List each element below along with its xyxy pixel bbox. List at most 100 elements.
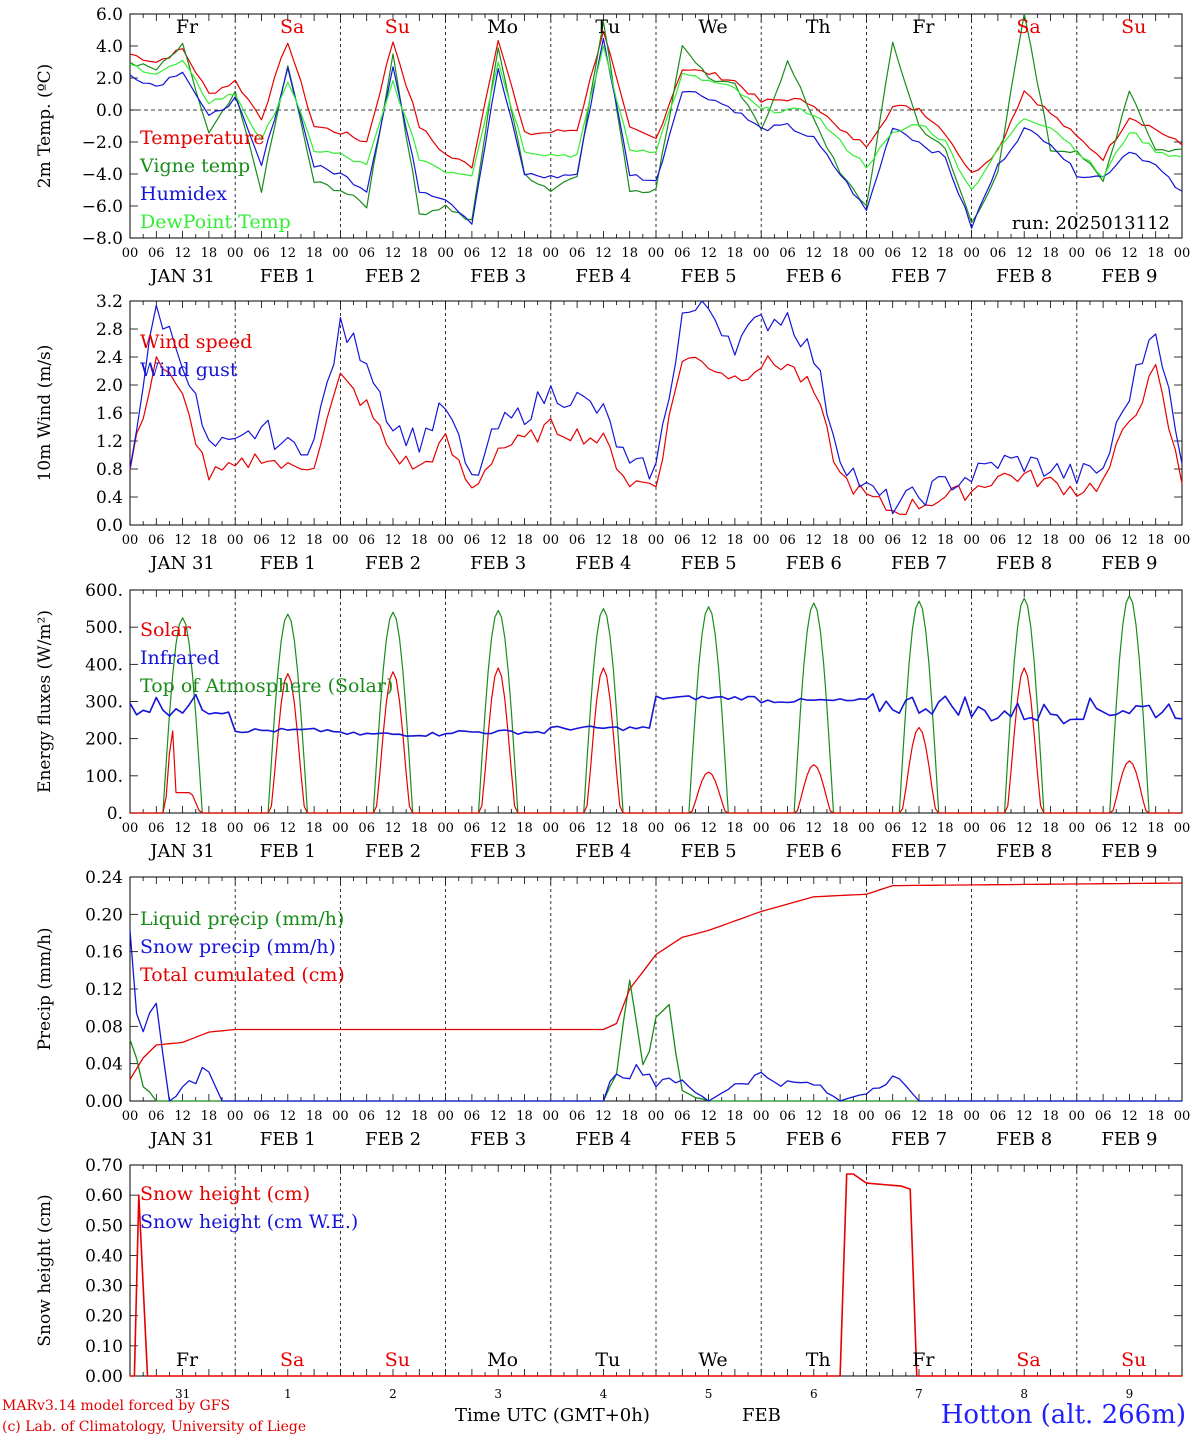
hour-tick-label: 00 — [963, 821, 980, 836]
day-name: Sa — [1016, 1349, 1040, 1371]
hour-tick-label: 06 — [1095, 246, 1112, 261]
hour-tick-label: 18 — [621, 533, 638, 548]
panel-5: 0.00 0.10 0.20 0.30 0.40 0.50 0.60 0.70 Snow hei… — [35, 1156, 1183, 1401]
panel-1: −8.0 −6.0 −4.0 −2.0 0.0 2.0 4.0 6.0 2m Temp. (ºC… — [35, 5, 1190, 287]
y-tick-label: 2.8 — [96, 320, 123, 340]
date-label: FEB 3 — [470, 1129, 526, 1150]
hour-tick-label: 06 — [674, 533, 691, 548]
bottom-date-label: 5 — [705, 1387, 713, 1401]
hour-tick-label: 06 — [253, 821, 270, 836]
date-label: FEB 7 — [891, 841, 947, 862]
day-name: Tu — [595, 16, 620, 38]
legend-entry: Top of Atmosphere (Solar) — [140, 675, 393, 697]
day-name: Sa — [280, 1349, 304, 1371]
hour-tick-label: 00 — [122, 1109, 139, 1124]
hour-tick-label: 18 — [201, 1109, 218, 1124]
hour-tick-label: 12 — [385, 821, 402, 836]
hour-tick-label: 12 — [595, 821, 612, 836]
hour-tick-label: 12 — [1016, 821, 1033, 836]
hour-tick-label: 18 — [201, 246, 218, 261]
hour-tick-label: 06 — [884, 246, 901, 261]
hour-tick-label: 18 — [1042, 1109, 1059, 1124]
y-tick-label: 0.4 — [96, 488, 123, 508]
hour-tick-label: 12 — [280, 1109, 297, 1124]
hour-tick-label: 00 — [543, 533, 560, 548]
hour-tick-label: 12 — [1121, 821, 1138, 836]
hour-tick-label: 12 — [806, 533, 823, 548]
hour-tick-label: 06 — [779, 821, 796, 836]
hour-tick-label: 06 — [253, 1109, 270, 1124]
hour-tick-label: 12 — [490, 533, 507, 548]
day-name: Th — [806, 1349, 831, 1371]
bottom-date-label: 31 — [175, 1387, 190, 1401]
hour-tick-label: 06 — [358, 246, 375, 261]
hour-tick-label: 00 — [858, 821, 875, 836]
date-label: JAN 31 — [148, 1129, 215, 1150]
y-tick-label: 0.00 — [85, 1367, 123, 1387]
legend-entry: Snow height (cm) — [140, 1183, 310, 1205]
y-axis-label: Energy fluxes (W/m²) — [35, 610, 55, 793]
y-tick-label: 0.16 — [85, 943, 123, 963]
hour-tick-label: 18 — [727, 821, 744, 836]
hour-tick-label: 12 — [806, 246, 823, 261]
hour-tick-label: 06 — [674, 246, 691, 261]
bottom-date-label: 8 — [1020, 1387, 1028, 1401]
date-label: FEB 9 — [1101, 841, 1157, 862]
date-label: FEB 4 — [575, 266, 631, 287]
day-name: Tu — [595, 1349, 620, 1371]
hour-tick-label: 12 — [911, 821, 928, 836]
y-tick-label: 100. — [85, 767, 123, 787]
day-name: Fr — [176, 16, 199, 38]
hour-tick-label: 00 — [227, 821, 244, 836]
date-label: FEB 3 — [470, 266, 526, 287]
hour-tick-label: 06 — [1095, 533, 1112, 548]
date-label: FEB 6 — [786, 266, 842, 287]
date-label: FEB 8 — [996, 553, 1052, 574]
date-label: FEB 3 — [470, 553, 526, 574]
series-line — [130, 667, 1182, 814]
date-label: FEB 9 — [1101, 266, 1157, 287]
date-label: JAN 31 — [148, 553, 215, 574]
hour-tick-label: 00 — [543, 246, 560, 261]
y-tick-label: 0.08 — [85, 1017, 123, 1037]
plot-frame — [129, 300, 1183, 526]
hour-tick-label: 00 — [648, 1109, 665, 1124]
hour-tick-label: 00 — [963, 1109, 980, 1124]
day-name: Mo — [487, 16, 518, 38]
hour-tick-label: 06 — [884, 821, 901, 836]
bottom-date-label: 3 — [494, 1387, 502, 1401]
hour-tick-label: 00 — [332, 246, 349, 261]
y-tick-label: 1.2 — [96, 432, 123, 452]
hour-tick-label: 12 — [700, 246, 717, 261]
series-line — [129, 355, 1183, 516]
hour-tick-label: 00 — [437, 246, 454, 261]
y-tick-label: −6.0 — [82, 197, 123, 217]
date-label: FEB 2 — [365, 266, 421, 287]
panel-3: 0. 100. 200. 300. 400. 500. 600. Energy fluxes … — [35, 581, 1190, 862]
y-tick-label: −8.0 — [82, 229, 123, 249]
hour-tick-label: 06 — [884, 533, 901, 548]
hour-tick-label: 18 — [1147, 533, 1164, 548]
bottom-date-label: 2 — [389, 1387, 397, 1401]
y-tick-label: 0.10 — [85, 1337, 123, 1357]
date-label: FEB 5 — [681, 266, 737, 287]
date-label: FEB 2 — [365, 841, 421, 862]
y-axis-label: Precip (mm/h) — [35, 927, 55, 1050]
series-line — [129, 300, 1183, 515]
hour-tick-label: 12 — [911, 1109, 928, 1124]
hour-tick-label: 18 — [411, 533, 428, 548]
day-name: Su — [385, 16, 410, 38]
y-tick-label: 0.40 — [85, 1246, 123, 1266]
hour-tick-label: 12 — [806, 1109, 823, 1124]
hour-tick-label: 00 — [963, 246, 980, 261]
day-name: Su — [1121, 16, 1146, 38]
y-tick-label: 0.00 — [85, 1092, 123, 1112]
hour-tick-label: 18 — [727, 533, 744, 548]
y-tick-label: 2.4 — [96, 348, 123, 368]
hour-tick-label: 00 — [122, 533, 139, 548]
hour-tick-label: 18 — [306, 246, 323, 261]
series-line — [129, 930, 1182, 1102]
hour-tick-label: 00 — [332, 1109, 349, 1124]
day-name: We — [698, 16, 727, 38]
date-label: FEB 7 — [891, 1129, 947, 1150]
